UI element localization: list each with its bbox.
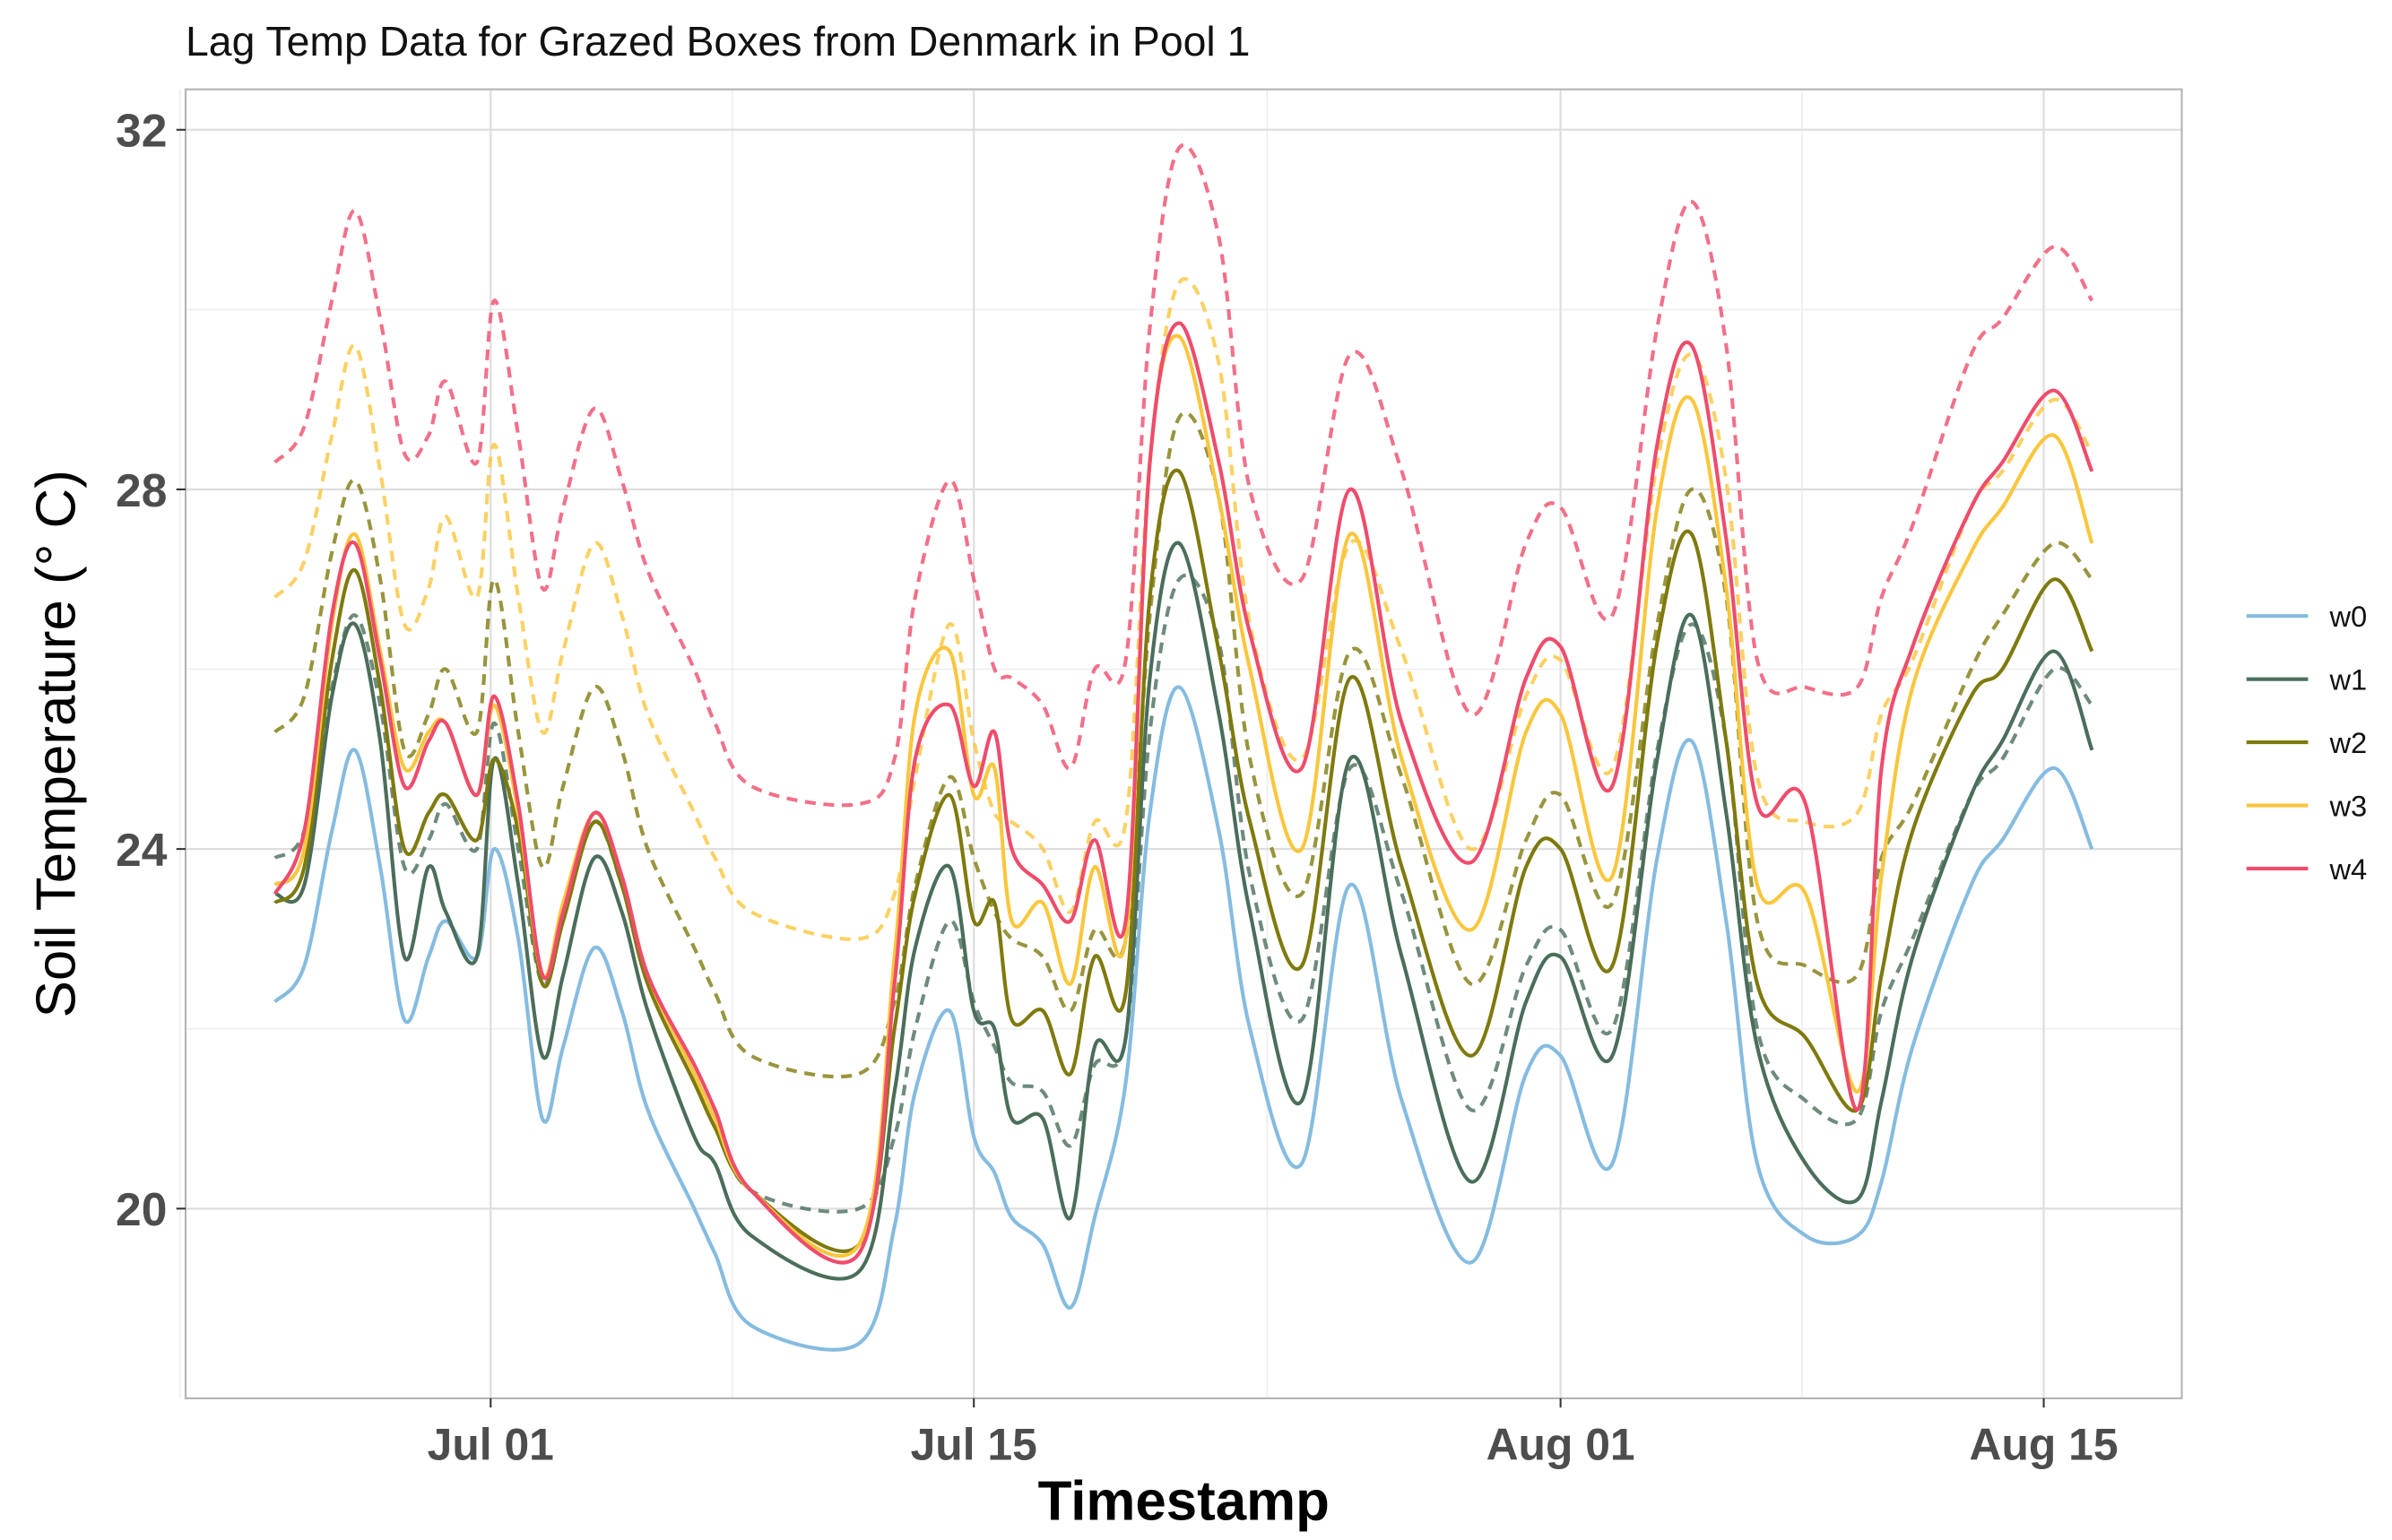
panel-border bbox=[184, 88, 2183, 1399]
legend-label: w1 bbox=[2328, 663, 2367, 696]
y-tick-label: 28 bbox=[116, 464, 167, 516]
legend: w0 w1 w2 w3 w4 bbox=[2246, 600, 2367, 886]
legend-label: w0 bbox=[2328, 600, 2367, 633]
lines bbox=[273, 143, 2094, 1352]
y-axis-label: Soil Temperature (° C) bbox=[25, 470, 87, 1017]
x-tick-label: Aug 01 bbox=[1486, 1420, 1635, 1470]
series-line bbox=[273, 468, 2094, 1253]
x-tick-label: Jul 01 bbox=[428, 1420, 554, 1470]
axes: Jul 01 Jul 15 Aug 01 Aug 15 20 24 28 32 bbox=[116, 105, 2119, 1470]
grid bbox=[178, 89, 2182, 1398]
chart-title: Lag Temp Data for Grazed Boxes from Denm… bbox=[186, 18, 1250, 65]
y-tick-label: 24 bbox=[116, 824, 168, 876]
legend-label: w4 bbox=[2328, 852, 2367, 886]
dashed-series-line bbox=[273, 143, 2094, 808]
series-line bbox=[273, 321, 2094, 1265]
series-line bbox=[273, 685, 2094, 1352]
x-tick-label: Jul 15 bbox=[911, 1420, 1037, 1470]
legend-label: w3 bbox=[2328, 790, 2367, 823]
legend-label: w2 bbox=[2328, 726, 2367, 759]
y-tick-label: 20 bbox=[116, 1183, 167, 1235]
x-axis-label: Timestamp bbox=[1038, 1471, 1330, 1533]
y-tick-label: 32 bbox=[116, 105, 167, 157]
dashed-series-line bbox=[273, 277, 2094, 941]
x-tick-label: Aug 15 bbox=[1970, 1420, 2119, 1470]
dashed-series-line bbox=[273, 573, 2094, 1214]
